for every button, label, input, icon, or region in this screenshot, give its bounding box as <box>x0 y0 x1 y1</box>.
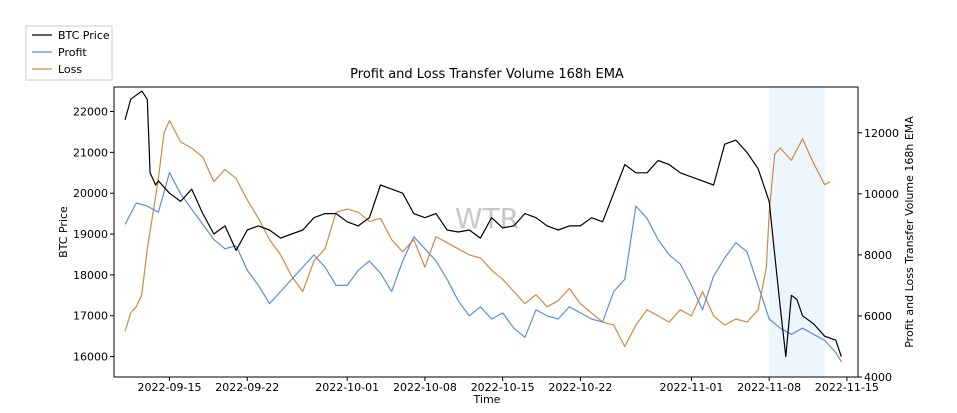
y-left-axis-label: BTC Price <box>57 206 70 258</box>
watermark: WTR <box>455 202 519 235</box>
legend-label-profit: Profit <box>58 46 87 59</box>
x-tick-label: 2022-10-15 <box>471 381 535 394</box>
series-line-btc-price <box>124 90 842 358</box>
series-layer <box>124 90 842 363</box>
x-tick-label: 2022-11-15 <box>815 381 879 394</box>
x-tick-label: 2022-11-01 <box>659 381 723 394</box>
y-right-tick-label: 6000 <box>864 310 892 323</box>
x-axis-ticks: 2022-09-15 2022-09-22 2022-10-01 2022-10-08… <box>138 377 879 394</box>
chart-title: Profit and Loss Transfer Volume 168h EMA <box>350 67 624 82</box>
y-left-tick-label: 17000 <box>73 310 108 323</box>
x-tick-label: 2022-10-22 <box>548 381 612 394</box>
x-tick-label: 2022-10-01 <box>315 381 379 394</box>
x-tick-label: 2022-09-15 <box>138 381 202 394</box>
y-right-tick-label: 10000 <box>864 188 899 201</box>
y-left-tick-label: 20000 <box>73 187 108 200</box>
y-right-tick-label: 4000 <box>864 371 892 384</box>
x-tick-label: 2022-11-08 <box>737 381 801 394</box>
y-left-axis-ticks: 16000 17000 18000 19000 20000 21000 22000 <box>73 106 114 364</box>
highlight-span <box>769 87 825 377</box>
y-left-tick-label: 16000 <box>73 351 108 364</box>
x-axis-label: Time <box>473 393 501 406</box>
series-line-loss <box>124 120 831 348</box>
plot-frame <box>113 86 859 378</box>
y-left-tick-label: 21000 <box>73 146 108 159</box>
x-tick-label: 2022-10-08 <box>393 381 457 394</box>
legend-label-btc-price: BTC Price <box>58 29 110 42</box>
y-right-axis-ticks: 4000 6000 8000 10000 12000 <box>858 127 899 384</box>
y-left-tick-label: 22000 <box>73 106 108 119</box>
y-right-tick-label: 8000 <box>864 249 892 262</box>
y-right-tick-label: 12000 <box>864 127 899 140</box>
legend: BTC Price Profit Loss <box>25 25 113 81</box>
y-right-axis-label: Profit and Loss Transfer Volume 168h EMA <box>903 116 916 348</box>
legend-label-loss: Loss <box>58 63 82 76</box>
y-left-tick-label: 18000 <box>73 269 108 282</box>
series-line-profit <box>124 171 842 363</box>
y-left-tick-label: 19000 <box>73 228 108 241</box>
x-tick-label: 2022-09-22 <box>215 381 279 394</box>
